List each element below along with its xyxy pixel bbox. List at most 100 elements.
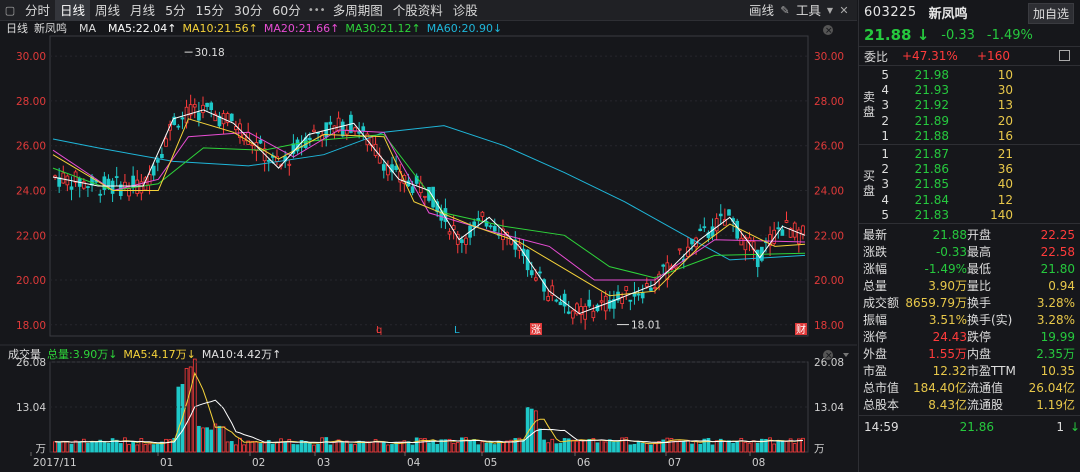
- volume-bar: [414, 437, 419, 453]
- legend-indicator[interactable]: MA: [79, 21, 97, 35]
- volume-bar: [603, 441, 608, 453]
- order-level-row[interactable]: 4 21.84 12: [869, 192, 1080, 207]
- candle-body: [653, 287, 657, 290]
- volume-bar: [53, 441, 57, 453]
- tab-period[interactable]: 60分: [272, 2, 301, 18]
- volume-bar: [562, 438, 567, 453]
- volume-bar: [373, 439, 378, 453]
- volume-bar: [418, 438, 423, 453]
- candle-body: [176, 125, 181, 128]
- order-level-row[interactable]: 3 21.92 13: [869, 98, 1080, 113]
- volume-bar: [673, 440, 678, 453]
- tab-period[interactable]: 30分: [233, 2, 263, 18]
- sell-label: 卖盘: [863, 90, 876, 119]
- ma-line-ma10: [52, 118, 806, 297]
- more-icon[interactable]: •••: [307, 4, 326, 16]
- candle-body: [640, 292, 645, 299]
- panel-toggle-icon[interactable]: ▢: [4, 3, 16, 17]
- volume-bar: [258, 443, 263, 453]
- candle-body: [739, 237, 744, 246]
- stat-l1: 外盘: [863, 347, 888, 361]
- y-tick-label-left: 28.00: [16, 96, 46, 108]
- draw-line-button[interactable]: 画线: [748, 3, 774, 18]
- order-level-row[interactable]: 2 21.89 20: [869, 113, 1080, 128]
- pencil-icon[interactable]: ✎: [780, 4, 790, 17]
- grid-icon[interactable]: [1059, 50, 1070, 61]
- volume-bar: [394, 442, 398, 453]
- profile-button[interactable]: 个股资料: [392, 2, 443, 18]
- order-pr: 21.85: [914, 177, 949, 192]
- stock-code: 603225: [864, 4, 917, 20]
- candle-body: [234, 126, 238, 131]
- tab-period[interactable]: 日线: [55, 0, 91, 21]
- stat-l2: 量比: [967, 279, 992, 293]
- tab-period[interactable]: 15分: [195, 2, 224, 18]
- candle-body: [768, 234, 772, 247]
- close-icon[interactable]: ✕: [839, 4, 849, 17]
- multi-period-button[interactable]: 多周期图: [332, 2, 383, 18]
- stat-l1: 总量: [863, 279, 888, 293]
- add-watchlist-button[interactable]: 加自选: [1027, 3, 1074, 24]
- order-level-row[interactable]: 5 21.98 10: [869, 67, 1080, 82]
- stat-row: 总股本 8.43亿 流通股 1.19亿: [859, 396, 1080, 413]
- order-level-row[interactable]: 2 21.86 36: [869, 161, 1080, 176]
- stat-l1: 总市值: [863, 381, 900, 395]
- volume-bar: [102, 441, 107, 453]
- candle-body: [127, 188, 131, 197]
- x-tick-label: 04: [407, 457, 421, 469]
- tools-dropdown-icon[interactable]: ▼: [826, 6, 834, 15]
- price-change-pct: -1.49%: [986, 27, 1033, 43]
- candle-body: [312, 129, 316, 133]
- stat-v2: 22.58: [1040, 244, 1075, 259]
- candle-body: [381, 164, 386, 171]
- stat-l1: 市盈: [863, 364, 888, 378]
- order-level-row[interactable]: 1 21.87 21: [869, 146, 1080, 161]
- candle-body: [402, 174, 407, 184]
- volume-bar: [390, 444, 394, 453]
- volume-bar: [151, 444, 156, 453]
- order-vl: 40: [997, 177, 1013, 192]
- tab-period[interactable]: 周线: [95, 2, 121, 18]
- candle-body: [784, 220, 789, 223]
- candle-body: [698, 228, 703, 232]
- volume-bar: [217, 425, 222, 453]
- tab-period[interactable]: 月线: [130, 2, 156, 18]
- order-level-row[interactable]: 5 21.83 140: [869, 208, 1080, 223]
- candle-body: [328, 121, 333, 125]
- order-level-row[interactable]: 3 21.85 40: [869, 177, 1080, 192]
- volume-bar: [460, 437, 464, 453]
- tab-period[interactable]: 分时: [25, 2, 51, 18]
- order-pr: 21.86: [914, 162, 949, 177]
- x-tick-label: 06: [577, 457, 591, 469]
- order-vl: 10: [997, 67, 1013, 82]
- close-icon: [823, 350, 833, 360]
- candle-body: [796, 229, 801, 244]
- volume-bar: [369, 441, 374, 453]
- kline-chart[interactable]: 30.00 30.00 28.00 28.00 26.00 26.00 24.00 24.00…: [0, 0, 857, 472]
- stat-v1: 184.40亿: [913, 381, 967, 395]
- volume-bar: [213, 423, 218, 453]
- volume-bar: [172, 438, 177, 453]
- quote-panel: 603225 新凤鸣 加自选 21.88 ↓ -0.33 -1.49% 委比 +…: [858, 0, 1080, 472]
- volume-bar: [353, 443, 357, 453]
- ma-line-ma20: [52, 129, 806, 281]
- tools-button[interactable]: 工具: [795, 3, 821, 18]
- candle-body: [205, 102, 209, 107]
- volume-bar: [381, 442, 386, 453]
- x-tick-label: 02: [252, 457, 265, 469]
- order-level-row[interactable]: 1 21.88 16: [869, 129, 1080, 144]
- candle-body: [147, 174, 152, 186]
- volume-bar: [698, 443, 703, 453]
- order-level-row[interactable]: 4 21.93 30: [869, 82, 1080, 97]
- volume-ma10-line: [55, 399, 803, 444]
- stat-row: 涨跌 -0.33 最高 22.58: [859, 243, 1080, 260]
- diagnose-button[interactable]: 诊股: [452, 2, 478, 18]
- volume-bar: [706, 438, 711, 453]
- event-marker: L: [376, 325, 382, 336]
- ma-line-ma5: [52, 109, 806, 315]
- tab-period[interactable]: 5分: [165, 2, 186, 18]
- volume-bar: [550, 438, 555, 453]
- volume-bar: [686, 439, 690, 453]
- volume-bar: [665, 437, 670, 453]
- x-tick-label: 07: [668, 457, 681, 469]
